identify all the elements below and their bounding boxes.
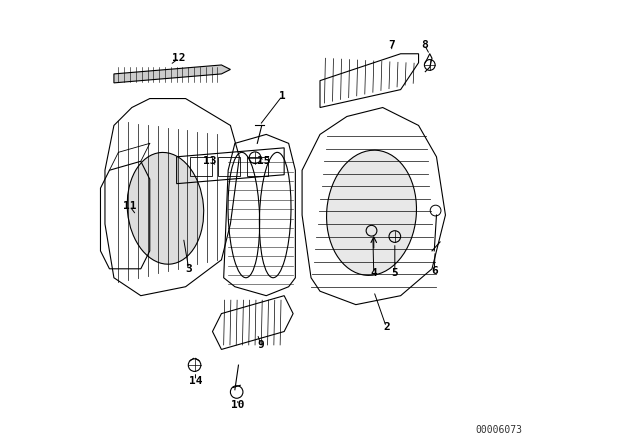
Text: 3: 3 (186, 264, 192, 274)
Text: 1: 1 (278, 91, 285, 101)
Text: 12: 12 (172, 53, 186, 63)
Ellipse shape (127, 152, 204, 264)
Text: 4: 4 (371, 268, 377, 278)
Text: 6: 6 (431, 266, 438, 276)
Text: 5: 5 (392, 268, 398, 278)
Text: 10: 10 (231, 401, 244, 410)
Bar (190, 157, 212, 176)
Text: 00006073: 00006073 (476, 425, 523, 435)
Text: 8: 8 (421, 40, 428, 50)
Text: 13: 13 (204, 156, 217, 166)
Ellipse shape (326, 150, 417, 276)
Text: 15: 15 (257, 156, 271, 166)
Bar (218, 157, 240, 176)
Text: 14: 14 (189, 376, 202, 386)
Text: 7: 7 (388, 40, 395, 50)
Text: 2: 2 (383, 322, 390, 332)
Polygon shape (114, 65, 230, 83)
Text: 9: 9 (257, 340, 264, 350)
Text: 11: 11 (123, 201, 136, 211)
Bar (246, 157, 268, 176)
